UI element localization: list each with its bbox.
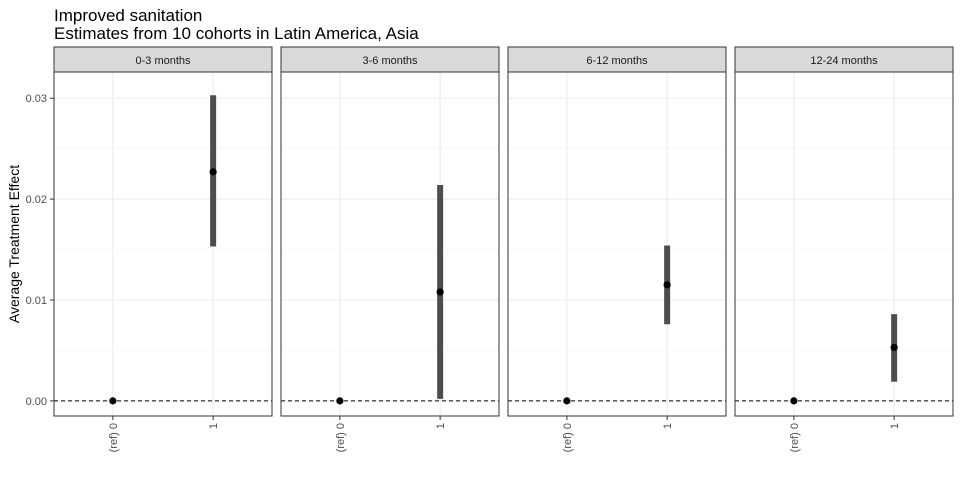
facet-strip — [507, 46, 727, 73]
point-estimate — [336, 397, 344, 405]
facet-panel: 3-6 months (ref) 0 1 — [280, 46, 500, 452]
x-tick-label: (ref) 0 — [562, 423, 574, 452]
facet-strip — [734, 46, 954, 73]
chart-title: Improved sanitation — [54, 6, 202, 25]
chart-subtitle: Estimates from 10 cohorts in Latin Ameri… — [54, 24, 419, 43]
panel-border — [734, 71, 954, 417]
x-tick-label: 1 — [435, 423, 447, 429]
point-estimate — [209, 168, 217, 176]
facet-panel: 12-24 months (ref) 0 1 — [734, 46, 954, 452]
x-tick-label: 1 — [889, 423, 901, 429]
y-tick-label: 0.02 — [26, 194, 47, 206]
panel-border — [507, 71, 727, 417]
point-estimate — [436, 288, 444, 296]
x-tick-label: 1 — [208, 423, 220, 429]
point-estimate — [109, 397, 117, 405]
point-estimate — [790, 397, 798, 405]
facet-panels: 0.000.010.020.030-3 months(ref) 0 13-6 mo… — [26, 46, 954, 452]
y-tick-label: 0.00 — [26, 396, 47, 408]
point-estimate — [890, 343, 898, 352]
facet-strip — [53, 46, 273, 73]
facet-strip-label: 0-3 months — [135, 55, 191, 67]
y-axis-title: Average Treatment Effect — [6, 165, 22, 323]
x-tick-label: (ref) 0 — [335, 423, 347, 452]
facet-panel: 6-12 months (ref) 0 1 — [507, 46, 727, 452]
facet-strip — [280, 46, 500, 73]
facet-strip-label: 3-6 months — [362, 55, 418, 67]
facet-panel: 0-3 months (ref) 0 1 — [53, 46, 273, 452]
panel-border — [280, 71, 500, 417]
point-estimate — [663, 281, 671, 289]
y-tick-label: 0.03 — [26, 93, 47, 105]
x-tick-label: (ref) 0 — [789, 423, 801, 452]
facet-strip-label: 6-12 months — [586, 55, 648, 67]
x-tick-label: 1 — [662, 423, 674, 429]
facet-strip-label: 12-24 months — [810, 55, 878, 67]
y-tick-label: 0.01 — [26, 295, 47, 307]
x-tick-label: (ref) 0 — [108, 423, 120, 452]
panel-border — [53, 71, 273, 417]
point-estimate — [563, 397, 571, 405]
